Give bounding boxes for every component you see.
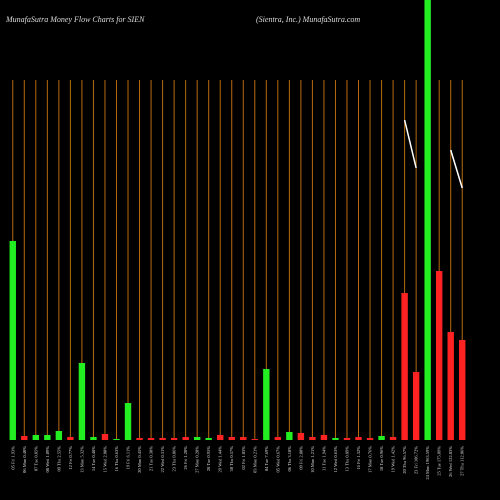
bar xyxy=(101,434,109,440)
x-tick-label: 29 Wed 1.44% xyxy=(218,446,223,473)
bar xyxy=(459,340,466,440)
x-tick-label: 13 Thu 0.89% xyxy=(344,446,349,472)
x-tick-label: 17 Mon 0.76% xyxy=(368,446,373,473)
bar xyxy=(366,438,374,440)
x-tick-label: 05 Fri 1.93% xyxy=(10,446,15,470)
bar xyxy=(182,437,189,440)
bar xyxy=(389,437,397,440)
bar xyxy=(320,435,328,440)
chart-title: MunafaSutra Money Flow Charts for SIEN xyxy=(5,15,145,24)
bar xyxy=(332,438,339,440)
x-tick-label: 13 Mon 5.32% xyxy=(79,446,84,473)
bar xyxy=(193,437,201,440)
price-line xyxy=(449,149,463,189)
x-tick-label: 10 Mon 1.21% xyxy=(310,446,315,473)
bar xyxy=(424,0,431,440)
bar xyxy=(435,271,443,440)
x-tick-label: 27 Thu 112.06% xyxy=(460,446,465,476)
bar xyxy=(44,435,51,440)
x-tick-label: 04 Tue 7.69% xyxy=(264,446,269,471)
bar xyxy=(21,436,28,440)
bar xyxy=(378,436,385,440)
x-tick-label: 20 Thu 96.57% xyxy=(402,446,407,474)
x-tick-label: 14 Tue 0.48% xyxy=(91,446,96,471)
x-tick-label: 24 Mon 1963.59% xyxy=(425,446,430,480)
x-tick-label: 09 Thu 2.55% xyxy=(56,446,61,472)
x-tick-label: 28 Tue 0.95% xyxy=(206,446,211,471)
x-tick-label: 30 Thu 0.57% xyxy=(229,446,234,472)
x-tick-label: 09 Fri 2.80% xyxy=(298,446,303,470)
bar xyxy=(228,437,235,440)
chart-subtitle: (Sientra, Inc.) MunafaSutra.com xyxy=(256,15,360,24)
x-tick-label: 06 Mon 0.40% xyxy=(22,446,27,473)
x-tick-label: 07 Tue 0.85% xyxy=(33,446,38,471)
bar xyxy=(9,241,16,440)
x-tick-label: 26 Wed 122.83% xyxy=(448,446,453,477)
bar xyxy=(159,438,166,440)
bar xyxy=(90,437,97,440)
bar xyxy=(78,363,86,440)
x-tick-label: 15 Wed 2.08% xyxy=(102,446,107,473)
bar xyxy=(286,432,293,440)
bar xyxy=(32,435,40,440)
bar xyxy=(297,433,305,440)
x-tick-label: 20 Mon 0.45% xyxy=(137,446,142,473)
x-tick-label: 27 Mon 0.28% xyxy=(195,446,200,473)
x-tick-label: 08 Wed 1.09% xyxy=(45,446,50,473)
x-tick-label: 23 Fri 106.72% xyxy=(414,446,419,474)
x-tick-label: 19 Wed 1.42% xyxy=(391,446,396,473)
x-tick-label: 21 Tue 0.38% xyxy=(149,446,154,471)
x-tick-label: 16 Fri 1.32% xyxy=(356,446,361,470)
x-tick-label: 12 Wed 0.63% xyxy=(333,446,338,473)
bar xyxy=(447,332,454,440)
bar xyxy=(55,431,63,440)
x-tick-label: 25 Tue 175.09% xyxy=(437,446,442,476)
x-tick-label: 03 Mon 0.21% xyxy=(252,446,257,473)
x-tick-label: 12 Fri 0.77% xyxy=(68,446,73,470)
x-tick-label: 18 Tue 0.96% xyxy=(379,446,384,471)
x-tick-label: 22 Wed 0.31% xyxy=(160,446,165,473)
bar xyxy=(274,437,282,440)
x-tick-label: 23 Thu 0.86% xyxy=(172,446,177,472)
bar xyxy=(412,372,420,440)
price-line xyxy=(403,119,417,169)
bar xyxy=(401,293,408,440)
bar xyxy=(343,438,351,440)
x-tick-label: 02 Fri 1.03% xyxy=(241,446,246,470)
bar xyxy=(263,369,270,440)
bar xyxy=(113,439,120,440)
x-tick-label: 11 Tue 1.94% xyxy=(321,446,326,471)
x-tick-label: 26 Fri 1.20% xyxy=(183,446,188,470)
bar xyxy=(136,438,143,440)
x-tick-label: 05 Wed 0.67% xyxy=(275,446,280,473)
bar xyxy=(147,438,155,440)
bar xyxy=(205,438,212,440)
bar xyxy=(251,439,258,440)
bar xyxy=(124,403,132,440)
bar xyxy=(355,437,362,440)
bar xyxy=(309,437,316,440)
x-tick-label: 19 Fri 6.11% xyxy=(126,446,131,470)
bar xyxy=(240,437,247,440)
x-tick-label: 16 Thu 0.63% xyxy=(114,446,119,472)
bar xyxy=(217,435,224,440)
x-tick-label: 06 Thu 3.18% xyxy=(287,446,292,472)
bar xyxy=(170,438,178,440)
bar xyxy=(67,437,74,440)
